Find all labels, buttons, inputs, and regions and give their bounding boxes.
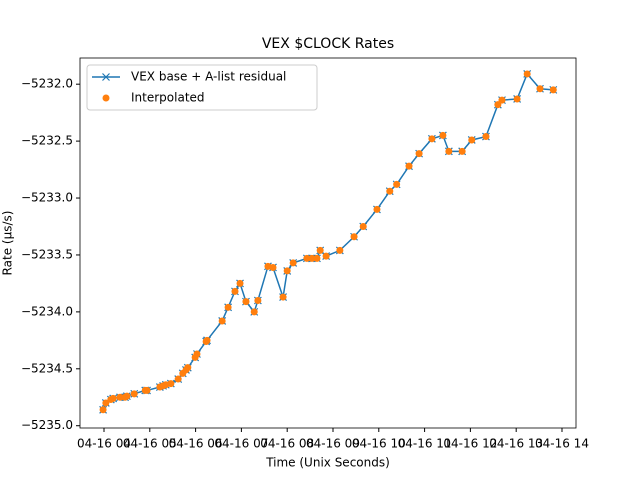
plot-frame <box>79 57 577 429</box>
point <box>184 364 192 372</box>
point <box>428 135 436 143</box>
x-tick-label: 04-16 08 <box>260 437 314 451</box>
x-tick-label: 04-16 12 <box>443 437 497 451</box>
legend-marker <box>102 94 110 102</box>
point <box>236 279 244 287</box>
point <box>393 180 401 188</box>
point <box>224 303 232 311</box>
point <box>174 375 182 383</box>
x-tick-label: 04-16 05 <box>123 437 177 451</box>
point <box>415 150 423 158</box>
point <box>269 263 277 271</box>
point <box>316 246 324 254</box>
legend-label: Interpolated <box>131 91 205 105</box>
point <box>523 70 531 78</box>
x-tick-label: 04-16 09 <box>306 437 360 451</box>
point <box>498 96 506 104</box>
y-tick-label: −5234.5 <box>21 361 73 375</box>
x-tick-label: 04-16 10 <box>352 437 406 451</box>
point <box>231 287 239 295</box>
point <box>242 298 250 306</box>
point <box>279 293 287 301</box>
point <box>373 205 381 213</box>
x-tick-label: 04-16 04 <box>77 437 131 451</box>
point <box>193 350 201 358</box>
point <box>350 233 358 241</box>
point <box>458 147 466 155</box>
y-tick-label: −5235.0 <box>21 418 73 432</box>
legend-label: VEX base + A-list residual <box>131 70 286 84</box>
point <box>123 392 131 400</box>
point <box>445 147 453 155</box>
x-axis-label: Time (Unix Seconds) <box>265 456 390 470</box>
point <box>308 254 316 262</box>
point <box>482 133 490 141</box>
y-tick-label: −5234.0 <box>21 304 73 318</box>
point <box>386 187 394 195</box>
y-tick-label: −5232.5 <box>21 134 73 148</box>
legend-box <box>86 64 318 111</box>
point <box>289 259 297 267</box>
x-tick-label: 04-16 13 <box>489 437 543 451</box>
point <box>313 254 321 262</box>
point <box>359 222 367 230</box>
point <box>250 308 258 316</box>
point <box>203 336 211 344</box>
y-axis-label: Rate (μs/s) <box>1 211 15 276</box>
y-tick-label: −5232.0 <box>21 77 73 91</box>
point <box>322 252 330 260</box>
point <box>254 296 262 304</box>
point <box>513 95 521 103</box>
point <box>439 131 447 139</box>
x-tick-label: 04-16 11 <box>398 437 452 451</box>
chart-title: VEX $CLOCK Rates <box>262 36 394 52</box>
x-tick-label: 04-16 14 <box>535 437 589 451</box>
point <box>130 390 138 398</box>
x-tick-label: 04-16 06 <box>169 437 223 451</box>
point <box>99 406 107 414</box>
point <box>549 86 557 94</box>
point <box>336 246 344 254</box>
point <box>303 254 311 262</box>
point <box>283 267 291 275</box>
point <box>109 394 117 402</box>
point <box>536 85 544 93</box>
legend-marker <box>102 73 110 81</box>
point <box>494 101 502 109</box>
point <box>116 393 124 401</box>
point <box>143 386 151 394</box>
y-tick-label: −5233.5 <box>21 247 73 261</box>
point <box>218 317 226 325</box>
x-tick-label: 04-16 07 <box>214 437 268 451</box>
y-tick-label: −5233.0 <box>21 191 73 205</box>
point <box>102 399 110 407</box>
point <box>468 136 476 144</box>
point <box>405 162 413 170</box>
point <box>167 380 175 388</box>
